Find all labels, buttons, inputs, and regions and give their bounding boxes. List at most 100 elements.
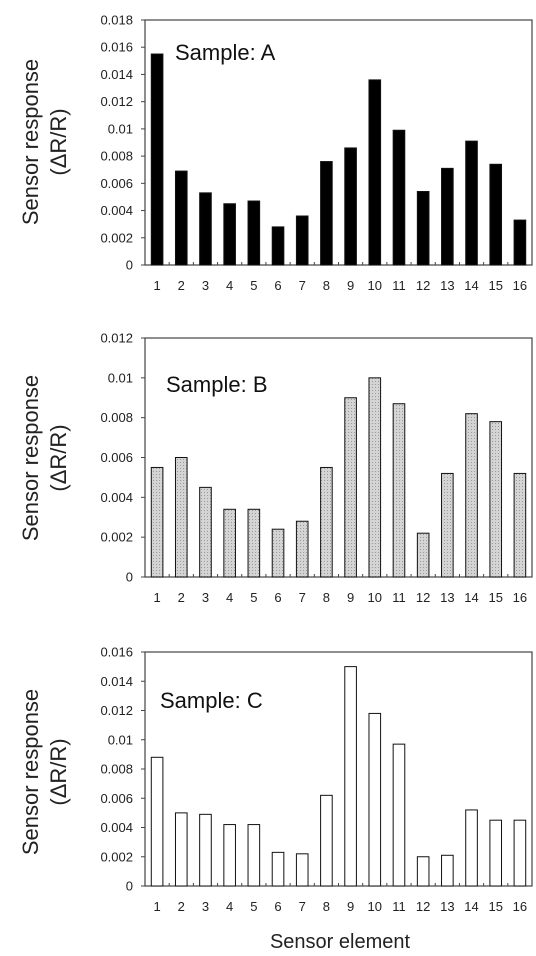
bar — [489, 421, 503, 578]
x-tick-label: 10 — [368, 590, 382, 605]
x-tick-label: 6 — [274, 590, 281, 605]
x-tick-label: 8 — [323, 278, 330, 293]
x-tick-label: 10 — [368, 278, 382, 293]
y-tick-label: 0.002 — [100, 849, 133, 864]
bar — [150, 53, 164, 266]
bar — [441, 472, 454, 578]
ylabel-line1: Sensor response — [18, 689, 43, 855]
x-tick-label: 6 — [274, 278, 281, 293]
y-tick-label: 0.012 — [100, 331, 133, 346]
bar — [271, 226, 285, 266]
bar — [247, 200, 261, 266]
panel-c: Sensor response (ΔR/R) 00.0020.0040.0060… — [18, 645, 533, 914]
bar — [441, 854, 454, 887]
y-tick-label: 0.016 — [100, 40, 133, 55]
x-tick-label: 12 — [416, 278, 430, 293]
x-tick-label: 10 — [368, 899, 382, 914]
x-tick-label: 2 — [178, 899, 185, 914]
bar — [513, 219, 527, 266]
plot-area: 0 0.002 0.004 0.006 0.008 0.01 0.012 0.014 0.016… — [100, 13, 533, 293]
x-tick-label: 8 — [323, 590, 330, 605]
x-tick-label: 11 — [392, 590, 406, 605]
y-tick-label: 0.002 — [100, 530, 133, 545]
bar — [271, 528, 285, 578]
bar — [223, 508, 236, 578]
x-tick-label: 15 — [488, 590, 502, 605]
bar — [174, 170, 188, 266]
bar — [489, 163, 503, 266]
x-tick-label: 4 — [226, 899, 233, 914]
bar — [465, 413, 478, 578]
y-tick-label: 0.006 — [100, 450, 133, 465]
bar — [247, 508, 261, 578]
y-tick-label: 0.004 — [100, 490, 133, 505]
x-tick-label: 2 — [178, 590, 185, 605]
y-tick-label: 0.006 — [100, 176, 133, 191]
bar — [392, 743, 406, 887]
x-tick-label: 12 — [416, 590, 430, 605]
bar — [320, 466, 333, 578]
x-tick-label: 16 — [513, 899, 527, 914]
y-tick-label: 0.012 — [100, 703, 133, 718]
x-tick-label: 14 — [464, 590, 478, 605]
bar — [150, 466, 164, 578]
panel-b: Sensor response (ΔR/R) 0 0.002 0.004 0.006 0… — [18, 331, 533, 605]
x-tick-label: 3 — [202, 278, 209, 293]
y-tick-label: 0.014 — [100, 67, 133, 82]
y-tick-label: 0.008 — [100, 149, 133, 164]
bar — [368, 712, 382, 887]
bar — [320, 161, 333, 266]
x-tick-label: 2 — [178, 278, 185, 293]
bar — [344, 147, 357, 266]
bar — [513, 819, 527, 887]
x-tick-label: 13 — [440, 278, 454, 293]
x-tick-label: 4 — [226, 278, 233, 293]
x-tick-label: 11 — [392, 278, 406, 293]
y-tick-label: 0.012 — [100, 94, 133, 109]
bar — [247, 824, 261, 887]
x-tick-label: 6 — [274, 899, 281, 914]
ylabel-line2: (ΔR/R) — [46, 108, 71, 175]
bar — [465, 140, 478, 266]
bar — [271, 851, 285, 887]
x-tick-label: 7 — [299, 590, 306, 605]
x-tick-label: 1 — [153, 899, 160, 914]
ylabel-line1: Sensor response — [18, 59, 43, 225]
y-tick-label: 0 — [126, 879, 133, 894]
y-tick-label: 0.014 — [100, 674, 133, 689]
y-tick-label: 0.008 — [100, 410, 133, 425]
bar — [465, 809, 478, 887]
x-tick-label: 9 — [347, 590, 354, 605]
ylabel-line1: Sensor response — [18, 375, 43, 541]
ylabel-line2: (ΔR/R) — [46, 424, 71, 491]
bar — [416, 191, 430, 266]
x-tick-label: 15 — [488, 278, 502, 293]
y-tick-label: 0.004 — [100, 203, 133, 218]
y-tick-label: 0.004 — [100, 820, 133, 835]
panel-a: Sensor response (ΔR/R) 00.0020.0040.0060… — [18, 13, 533, 293]
x-tick-label: 3 — [202, 899, 209, 914]
x-tick-label: 1 — [153, 278, 160, 293]
y-tick-label: 0 — [126, 570, 133, 585]
plot-area: 0 0.002 0.004 0.006 0.008 0.01 0.012 0.014 0.016… — [100, 645, 533, 914]
x-axis-label: Sensor element — [270, 931, 411, 953]
y-tick-label: 0 — [126, 258, 133, 273]
bar — [295, 520, 309, 578]
y-tick-label: 0.018 — [100, 13, 133, 28]
bar — [199, 486, 212, 578]
sample-annotation: Sample: B — [166, 372, 268, 397]
bar — [489, 819, 503, 887]
bar — [392, 129, 406, 266]
x-tick-label: 12 — [416, 899, 430, 914]
bar — [199, 192, 212, 266]
sample-annotation: Sample: C — [160, 688, 263, 713]
x-tick-label: 5 — [250, 278, 257, 293]
bar — [320, 794, 333, 887]
y-tick-label: 0.01 — [108, 370, 133, 385]
bar — [368, 377, 382, 578]
x-tick-label: 7 — [299, 899, 306, 914]
x-tick-label: 9 — [347, 899, 354, 914]
bar — [344, 397, 357, 578]
bar — [513, 472, 527, 578]
